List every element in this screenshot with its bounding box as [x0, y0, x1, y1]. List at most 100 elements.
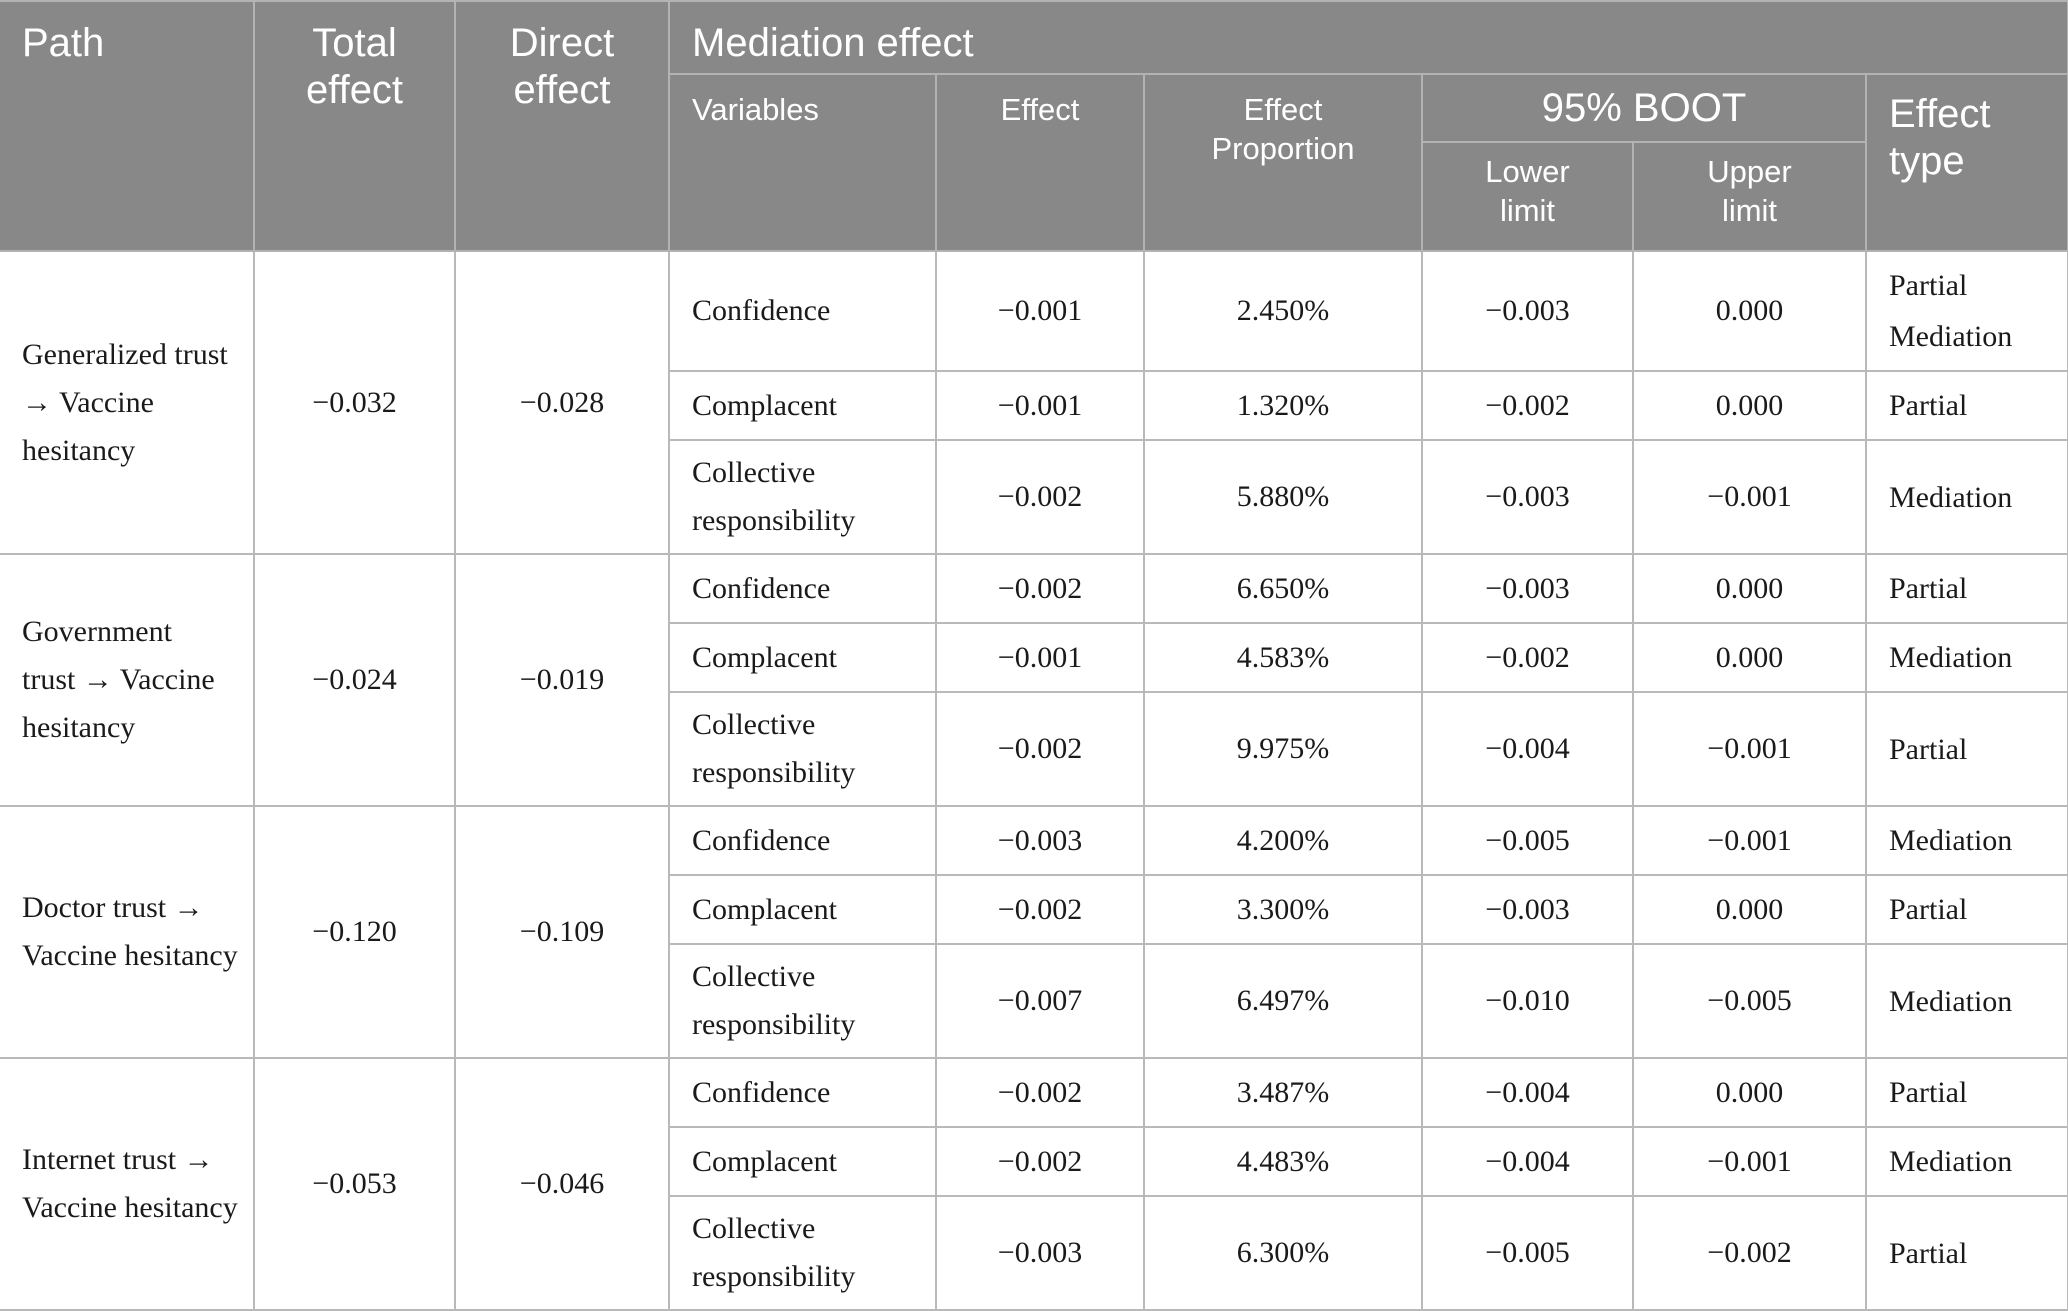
variable-cell: Collective responsibility — [668, 691, 937, 808]
col-header-effect-proportion: Effect Proportion — [1143, 73, 1423, 253]
table-row: Complacent −0.002 4.483% −0.004 −0.001 M… — [0, 1126, 2068, 1198]
variable-cell: Confidence — [668, 553, 937, 625]
effect-cell: −0.002 — [935, 553, 1145, 625]
variable-cell: Confidence — [668, 805, 937, 877]
effect-proportion-cell: 5.880% — [1143, 439, 1423, 556]
effect-cell: −0.002 — [935, 439, 1145, 556]
lower-limit-cell: −0.010 — [1421, 943, 1634, 1060]
effect-proportion-cell: 4.583% — [1143, 622, 1423, 694]
effect-proportion-cell: 4.200% — [1143, 805, 1423, 877]
upper-limit-cell: −0.005 — [1632, 943, 1867, 1060]
direct-effect-cell: −0.046 — [454, 1057, 670, 1311]
effect-type-cell: Partial — [1864, 874, 2068, 946]
effect-proportion-cell: 6.300% — [1143, 1195, 1423, 1311]
upper-limit-cell: 0.000 — [1632, 622, 1867, 694]
col-header-mediation-effect: Mediation effect — [667, 0, 2068, 76]
effect-proportion-cell: 1.320% — [1143, 370, 1423, 442]
effect-type-cell: Partial — [1864, 691, 2068, 808]
effect-type-cell: Mediation — [1864, 943, 2068, 1060]
lower-limit-cell: −0.003 — [1421, 874, 1634, 946]
effect-cell: −0.001 — [935, 370, 1145, 442]
effect-proportion-cell: 3.300% — [1143, 874, 1423, 946]
col-header-variables: Variables — [669, 73, 937, 253]
upper-limit-cell: −0.001 — [1632, 805, 1867, 877]
lower-limit-cell: −0.005 — [1421, 1195, 1634, 1311]
effect-type-cell: Partial — [1864, 370, 2068, 442]
upper-limit-cell: 0.000 — [1632, 250, 1867, 373]
col-header-lower-limit: Lower limit — [1422, 141, 1634, 253]
direct-effect-cell: −0.028 — [454, 250, 670, 556]
lower-limit-cell: −0.002 — [1421, 622, 1634, 694]
lower-limit-cell: −0.003 — [1421, 250, 1634, 373]
effect-cell: −0.002 — [935, 1057, 1145, 1129]
col-header-direct-effect: Direct effect — [454, 0, 670, 253]
variable-cell: Collective responsibility — [668, 1195, 937, 1311]
effect-type-cell: Partial — [1864, 1195, 2068, 1311]
lower-limit-cell: −0.004 — [1421, 691, 1634, 808]
effect-cell: −0.001 — [935, 250, 1145, 373]
upper-limit-cell: −0.001 — [1632, 1126, 1867, 1198]
table-header: Path Total effect Direct effect Mediatio… — [0, 0, 2068, 253]
table-row: Complacent −0.002 3.300% −0.003 0.000 Pa… — [0, 874, 2068, 946]
table-row: Collective responsibility −0.007 6.497% … — [0, 943, 2068, 1060]
effect-cell: −0.002 — [935, 691, 1145, 808]
upper-limit-cell: 0.000 — [1632, 874, 1867, 946]
col-header-upper-limit: Upper limit — [1632, 141, 1867, 253]
effect-cell: −0.002 — [935, 1126, 1145, 1198]
effect-cell: −0.003 — [935, 1195, 1145, 1311]
table-row: Government trust → Vaccine hesitancy −0.… — [0, 553, 2068, 808]
lower-limit-cell: −0.003 — [1421, 553, 1634, 625]
effect-type-cell: Partial Mediation — [1864, 250, 2068, 373]
table-row: Generalized trust → Vaccine hesitancy −0… — [0, 250, 2068, 556]
total-effect-cell: −0.024 — [253, 553, 456, 808]
table-row: Doctor trust → Vaccine hesitancy −0.120 … — [0, 805, 2068, 1060]
upper-limit-cell: −0.002 — [1632, 1195, 1867, 1311]
variable-cell: Complacent — [668, 1126, 937, 1198]
col-header-effect: Effect — [935, 73, 1145, 253]
path-cell-government-trust: Government trust → Vaccine hesitancy — [0, 553, 255, 808]
effect-cell: −0.001 — [935, 622, 1145, 694]
upper-limit-cell: 0.000 — [1632, 370, 1867, 442]
total-effect-cell: −0.120 — [253, 805, 456, 1060]
lower-limit-cell: −0.004 — [1421, 1126, 1634, 1198]
col-header-path: Path — [0, 0, 255, 253]
table-row: Complacent −0.001 1.320% −0.002 0.000 Pa… — [0, 370, 2068, 442]
direct-effect-cell: −0.019 — [454, 553, 670, 808]
lower-limit-cell: −0.003 — [1421, 439, 1634, 556]
variable-cell: Complacent — [668, 622, 937, 694]
upper-limit-cell: −0.001 — [1632, 439, 1867, 556]
effect-type-cell: Partial — [1864, 1057, 2068, 1129]
effect-cell: −0.007 — [935, 943, 1145, 1060]
variable-cell: Collective responsibility — [668, 439, 937, 556]
col-header-total-effect: Total effect — [253, 0, 456, 253]
effect-type-cell: Mediation — [1864, 805, 2068, 877]
table-body: Generalized trust → Vaccine hesitancy −0… — [0, 250, 2068, 1311]
variable-cell: Confidence — [668, 1057, 937, 1129]
table-row: Collective responsibility −0.002 9.975% … — [0, 691, 2068, 808]
col-header-95-boot: 95% BOOT — [1421, 73, 1867, 144]
table-row: Collective responsibility −0.002 5.880% … — [0, 439, 2068, 556]
variable-cell: Complacent — [668, 370, 937, 442]
effect-type-cell: Mediation — [1864, 622, 2068, 694]
direct-effect-cell: −0.109 — [454, 805, 670, 1060]
total-effect-cell: −0.032 — [253, 250, 456, 556]
variable-cell: Complacent — [668, 874, 937, 946]
effect-type-cell: Mediation — [1864, 439, 2068, 556]
effect-cell: −0.003 — [935, 805, 1145, 877]
total-effect-cell: −0.053 — [253, 1057, 456, 1311]
lower-limit-cell: −0.004 — [1421, 1057, 1634, 1129]
upper-limit-cell: 0.000 — [1632, 1057, 1867, 1129]
table-row: Internet trust → Vaccine hesitancy −0.05… — [0, 1057, 2068, 1311]
path-cell-internet-trust: Internet trust → Vaccine hesitancy — [0, 1057, 255, 1311]
effect-proportion-cell: 2.450% — [1143, 250, 1423, 373]
effect-proportion-cell: 9.975% — [1143, 691, 1423, 808]
upper-limit-cell: −0.001 — [1632, 691, 1867, 808]
table-row: Complacent −0.001 4.583% −0.002 0.000 Me… — [0, 622, 2068, 694]
effect-proportion-cell: 6.497% — [1143, 943, 1423, 1060]
upper-limit-cell: 0.000 — [1632, 553, 1867, 625]
effect-proportion-cell: 3.487% — [1143, 1057, 1423, 1129]
effect-type-cell: Mediation — [1864, 1126, 2068, 1198]
effect-cell: −0.002 — [935, 874, 1145, 946]
effect-type-cell: Partial — [1864, 553, 2068, 625]
